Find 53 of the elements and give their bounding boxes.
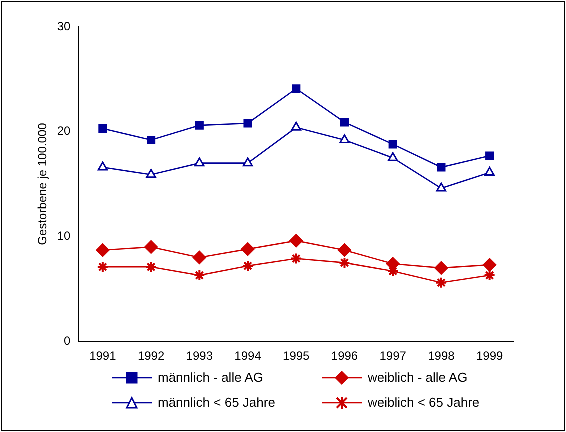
point — [145, 261, 158, 274]
point — [292, 84, 301, 94]
point — [388, 140, 398, 149]
point — [98, 124, 108, 134]
point — [242, 260, 254, 272]
y-tick-label: 20 — [57, 124, 72, 138]
x-tick-label: 1993 — [186, 349, 214, 364]
y-tick-label: 10 — [57, 229, 72, 244]
point — [291, 122, 302, 131]
x-tick-label: 1992 — [138, 349, 165, 364]
point — [244, 119, 252, 128]
point — [96, 244, 110, 258]
legend-label: männlich - alle AG — [158, 370, 264, 385]
y-tick-label: 0 — [64, 334, 72, 348]
point — [144, 240, 158, 254]
point — [436, 182, 447, 192]
x-tick-label: 1995 — [283, 349, 310, 364]
point — [434, 261, 448, 275]
point — [290, 234, 304, 248]
point — [484, 167, 495, 176]
point — [340, 118, 350, 127]
point — [338, 256, 351, 269]
point — [195, 121, 204, 130]
y-axis-title: Gestorbene je 100.000 — [36, 122, 50, 246]
x-tick-label: 1994 — [234, 349, 262, 364]
point — [483, 258, 497, 272]
point — [340, 134, 350, 144]
point — [435, 276, 448, 289]
point — [194, 270, 206, 282]
point — [386, 257, 400, 271]
legend-label: weiblich - alle AG — [368, 370, 468, 385]
point — [486, 152, 494, 160]
point — [484, 270, 496, 282]
point — [290, 252, 302, 265]
point — [194, 158, 205, 167]
point — [242, 158, 254, 167]
point — [388, 152, 398, 162]
x-tick-label: 1997 — [380, 349, 407, 364]
point — [98, 162, 108, 171]
x-tick-label: 1996 — [331, 349, 358, 364]
point — [192, 250, 206, 264]
x-tick-label: 1991 — [90, 349, 117, 364]
legend-label: männlich < 65 Jahre — [158, 395, 276, 410]
x-tick-label: 1998 — [428, 349, 456, 364]
point — [437, 163, 446, 172]
x-tick-label: 1999 — [476, 349, 504, 364]
point — [338, 244, 352, 258]
point — [96, 261, 109, 274]
point — [146, 169, 156, 178]
point — [241, 242, 255, 256]
point — [147, 136, 156, 145]
y-tick-label: 30 — [57, 19, 72, 34]
legend-label: weiblich < 65 Jahre — [368, 395, 480, 410]
